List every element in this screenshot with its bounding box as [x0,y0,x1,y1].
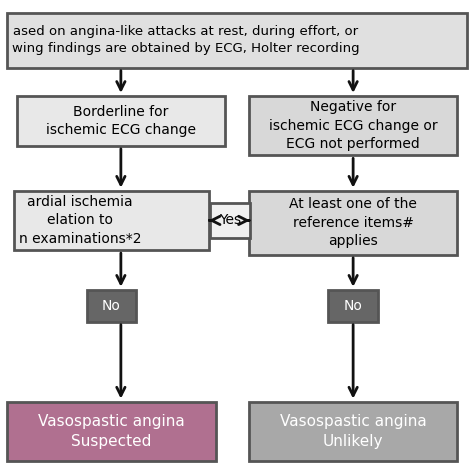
FancyBboxPatch shape [249,96,457,155]
Text: Borderline for
ischemic ECG change: Borderline for ischemic ECG change [46,105,196,137]
Text: ased on angina-like attacks at rest, during effort, or
wing findings are obtaine: ased on angina-like attacks at rest, dur… [12,25,359,55]
Text: Yes: Yes [219,213,241,228]
FancyBboxPatch shape [14,191,209,250]
Text: Vasospastic angina
Unlikely: Vasospastic angina Unlikely [280,414,427,449]
Text: No: No [344,299,363,313]
FancyBboxPatch shape [249,402,457,461]
Text: At least one of the
reference items#
applies: At least one of the reference items# app… [289,197,417,248]
FancyBboxPatch shape [7,402,216,461]
FancyBboxPatch shape [7,13,467,67]
Text: No: No [102,299,121,313]
FancyBboxPatch shape [328,290,378,322]
Text: Vasospastic angina
Suspected: Vasospastic angina Suspected [38,414,185,449]
FancyBboxPatch shape [86,290,136,322]
Text: ardial ischemia
elation to
n examinations*2: ardial ischemia elation to n examination… [19,195,141,246]
FancyBboxPatch shape [249,191,457,255]
FancyBboxPatch shape [210,203,250,238]
Text: Negative for
ischemic ECG change or
ECG not performed: Negative for ischemic ECG change or ECG … [269,100,438,151]
FancyBboxPatch shape [17,96,225,146]
